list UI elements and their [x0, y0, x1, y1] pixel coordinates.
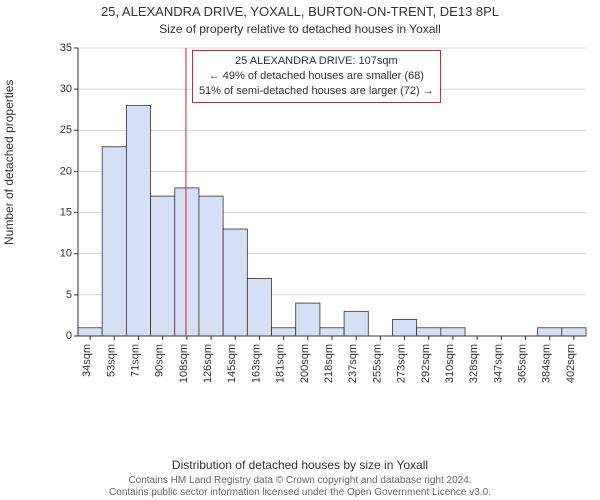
x-tick-label: 310sqm [444, 344, 456, 383]
histogram-bar [417, 328, 441, 336]
x-tick-label: 255sqm [371, 344, 383, 383]
x-tick-label: 292sqm [420, 344, 432, 383]
histogram-bar [538, 328, 562, 336]
histogram-bar [296, 303, 320, 336]
x-tick-label: 90sqm [154, 344, 166, 377]
histogram-bar [175, 188, 199, 336]
y-tick-label: 10 [60, 248, 72, 260]
x-tick-label: 200sqm [299, 344, 311, 383]
x-tick-label: 365sqm [517, 344, 529, 383]
histogram-bar [199, 196, 223, 336]
x-tick-label: 34sqm [81, 344, 93, 377]
x-tick-label: 237sqm [347, 344, 359, 383]
x-tick-label: 145sqm [226, 344, 238, 383]
x-tick-label: 108sqm [178, 344, 190, 383]
histogram-bar [223, 229, 247, 336]
x-tick-label: 53sqm [105, 344, 117, 377]
x-tick-label: 163sqm [250, 344, 262, 383]
histogram-bar [320, 328, 344, 336]
histogram-bar [441, 328, 465, 336]
chart-subtitle: Size of property relative to detached ho… [0, 22, 600, 36]
y-tick-label: 30 [60, 83, 72, 95]
histogram-bar [151, 196, 175, 336]
x-tick-label: 384sqm [541, 344, 553, 383]
histogram-bar [392, 320, 416, 336]
y-tick-label: 5 [66, 289, 72, 301]
x-tick-label: 328sqm [468, 344, 480, 383]
y-tick-label: 25 [60, 124, 72, 136]
histogram-bar [272, 328, 296, 336]
x-tick-label: 347sqm [492, 344, 504, 383]
y-tick-label: 20 [60, 165, 72, 177]
x-tick-label: 181sqm [275, 344, 287, 383]
histogram-bar [562, 328, 586, 336]
info-line-3: 51% of semi-detached houses are larger (… [199, 84, 434, 99]
y-tick-label: 15 [60, 206, 72, 218]
info-line-1: 25 ALEXANDRA DRIVE: 107sqm [199, 54, 434, 69]
chart-title: 25, ALEXANDRA DRIVE, YOXALL, BURTON-ON-T… [0, 4, 600, 19]
x-tick-label: 126sqm [202, 344, 214, 383]
histogram-bar [102, 147, 126, 336]
histogram-bar [247, 278, 271, 336]
x-tick-label: 402sqm [565, 344, 577, 383]
chart-root: 25, ALEXANDRA DRIVE, YOXALL, BURTON-ON-T… [0, 0, 600, 500]
x-tick-label: 71sqm [129, 344, 141, 377]
x-tick-label: 273sqm [396, 344, 408, 383]
x-axis-label: Distribution of detached houses by size … [0, 458, 600, 472]
y-axis-label: Number of detached properties [2, 80, 16, 245]
y-tick-label: 0 [66, 330, 72, 342]
histogram-bar [126, 106, 150, 336]
plot-area: 0 5 10 15 20 25 30 35 34sqm 53sqm 71sqm 90sqm 108sqm… [50, 42, 590, 392]
info-box: 25 ALEXANDRA DRIVE: 107sqm ← 49% of deta… [192, 50, 441, 103]
histogram-bar [78, 328, 102, 336]
info-line-2: ← 49% of detached houses are smaller (68… [199, 69, 434, 84]
y-tick-label: 35 [60, 42, 72, 54]
x-tick-label: 218sqm [323, 344, 335, 383]
histogram-bar [344, 311, 368, 336]
footer-line-2: Contains public sector information licen… [0, 487, 600, 498]
footer-line-1: Contains HM Land Registry data © Crown c… [0, 475, 600, 486]
